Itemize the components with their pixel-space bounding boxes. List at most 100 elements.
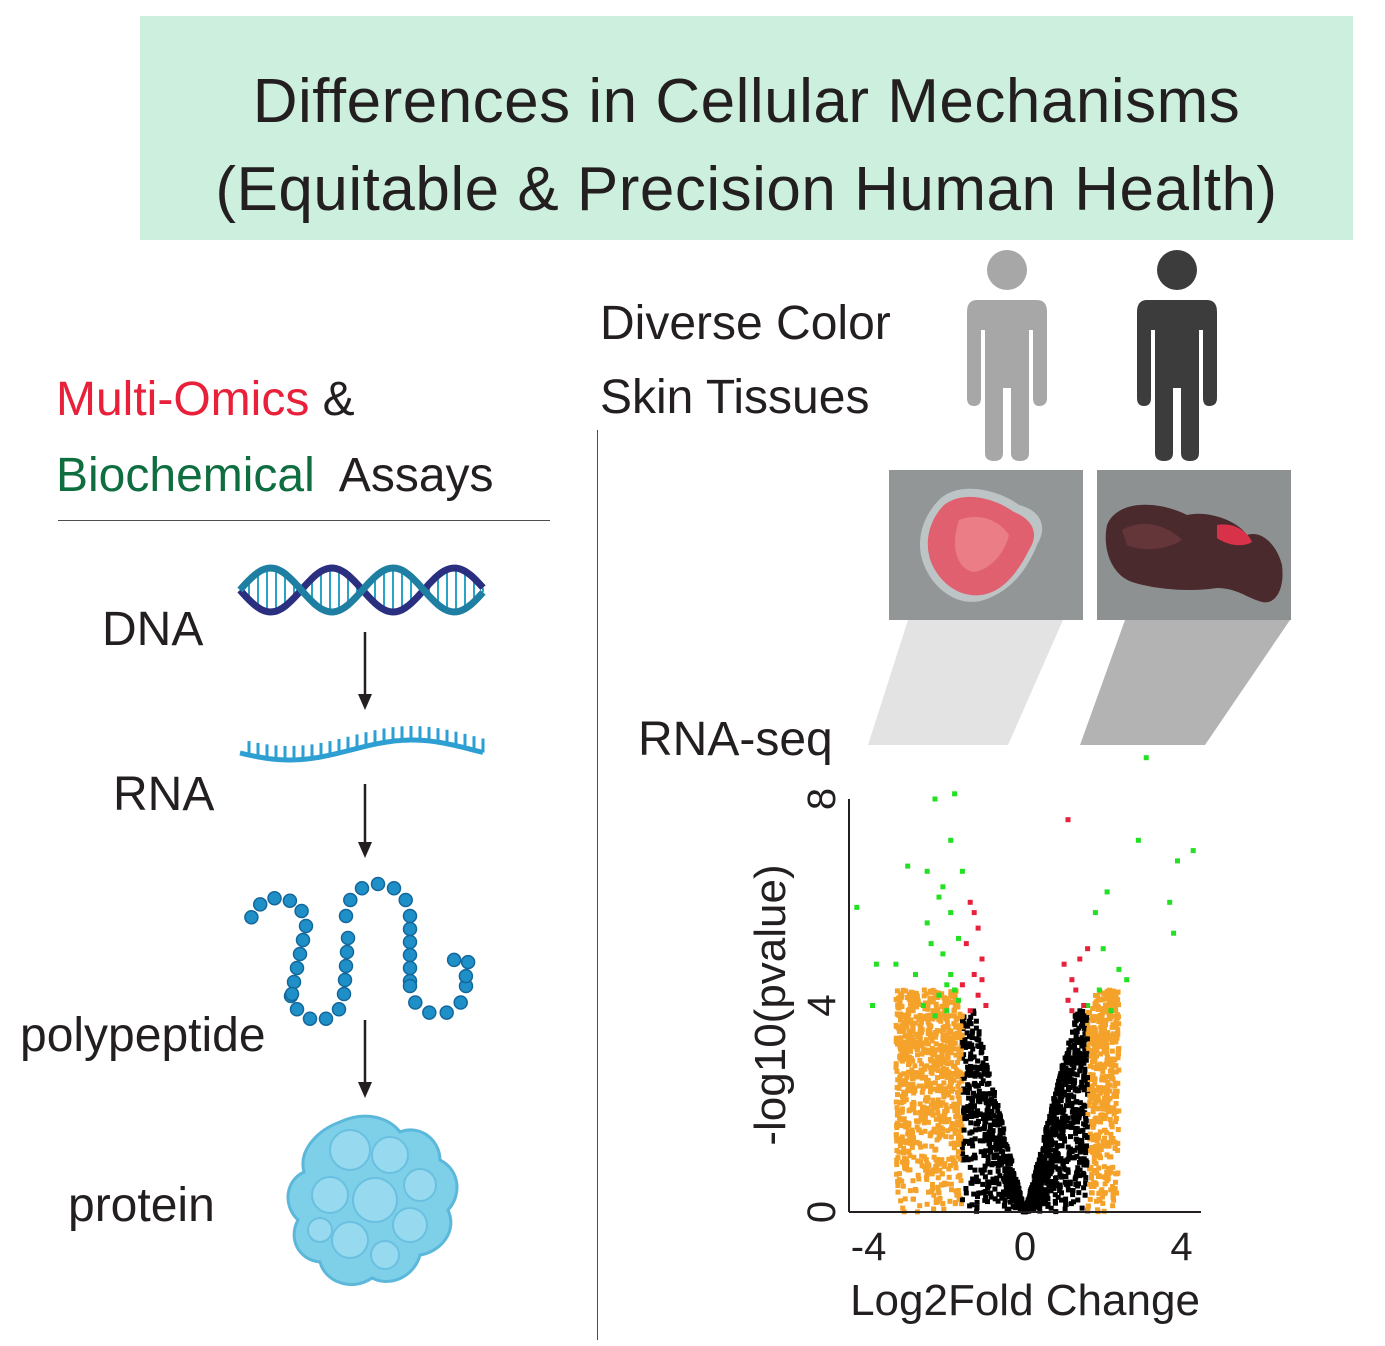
data-point — [986, 1098, 992, 1104]
data-point — [934, 1137, 940, 1143]
data-point — [1070, 1083, 1076, 1089]
data-point — [1069, 1103, 1075, 1109]
data-point — [1084, 1036, 1090, 1042]
data-point — [1078, 1064, 1084, 1070]
data-point — [930, 1112, 936, 1118]
data-point — [925, 1119, 931, 1125]
data-point — [1063, 1065, 1069, 1071]
data-point — [900, 1051, 906, 1057]
data-point — [1056, 1120, 1062, 1125]
data-point — [1088, 1190, 1094, 1196]
data-point — [1035, 1162, 1041, 1167]
data-point — [1094, 1147, 1100, 1153]
data-point — [939, 1056, 945, 1061]
data-point — [1104, 889, 1110, 895]
data-point — [1033, 1186, 1038, 1192]
data-point — [957, 1128, 963, 1134]
data-point — [1016, 1194, 1022, 1200]
data-point — [974, 1205, 980, 1210]
data-point — [1086, 1047, 1092, 1053]
data-point — [919, 1019, 924, 1025]
data-point — [894, 1068, 900, 1074]
data-point — [907, 1038, 913, 1044]
data-point — [918, 1113, 924, 1119]
data-point — [1101, 1164, 1107, 1170]
data-point — [903, 1097, 909, 1103]
data-point — [1058, 1126, 1064, 1132]
data-point — [1085, 946, 1091, 952]
data-point — [1051, 1096, 1057, 1102]
data-point — [1087, 1031, 1093, 1037]
data-point — [1055, 1194, 1061, 1200]
data-point — [1060, 1115, 1065, 1121]
data-point — [958, 1178, 964, 1184]
data-point — [991, 1118, 997, 1124]
data-point — [923, 1111, 928, 1116]
data-point — [1093, 992, 1098, 998]
data-point — [1080, 1109, 1086, 1115]
data-point — [930, 1048, 936, 1054]
data-point — [1003, 1186, 1009, 1192]
data-point — [926, 1189, 931, 1195]
data-point — [915, 1034, 921, 1040]
data-point — [1001, 1126, 1007, 1132]
data-point — [942, 1032, 948, 1038]
data-point — [893, 961, 899, 967]
data-point — [1044, 1125, 1050, 1131]
data-point — [1034, 1164, 1040, 1170]
data-point — [915, 1074, 921, 1080]
data-point — [973, 1025, 979, 1031]
data-point — [1059, 1082, 1065, 1088]
data-point — [972, 1167, 978, 1173]
data-point — [1073, 1033, 1079, 1039]
data-point — [1083, 1150, 1089, 1156]
data-point — [1008, 1171, 1014, 1177]
data-point — [1065, 1055, 1071, 1061]
data-point — [988, 1122, 994, 1128]
data-point — [1112, 1013, 1118, 1019]
data-point — [1105, 1172, 1110, 1178]
data-point — [923, 991, 929, 997]
data-point — [897, 1044, 903, 1050]
data-point — [916, 1176, 922, 1182]
data-point — [1081, 1057, 1087, 1063]
data-point — [1040, 1146, 1046, 1152]
data-point — [960, 1018, 965, 1024]
data-point — [1053, 1140, 1058, 1146]
data-point — [1083, 1181, 1089, 1187]
data-point — [1041, 1137, 1047, 1143]
data-point — [1190, 848, 1196, 854]
data-point — [976, 1029, 982, 1035]
data-point — [968, 1156, 974, 1162]
data-point — [1100, 1174, 1106, 1180]
data-point — [1074, 1139, 1080, 1145]
data-point — [1048, 1147, 1054, 1153]
data-point — [1090, 1095, 1096, 1101]
data-point — [911, 1140, 917, 1146]
data-point — [908, 1048, 914, 1054]
data-point — [1135, 837, 1141, 843]
data-point — [1109, 1071, 1115, 1077]
data-point — [942, 1161, 948, 1167]
data-point — [1076, 1012, 1082, 1018]
data-point — [1103, 1017, 1109, 1023]
data-point — [975, 1194, 980, 1199]
amino-acid-bead — [252, 897, 268, 912]
data-point — [1070, 1155, 1076, 1161]
data-point — [1067, 1181, 1073, 1187]
data-point — [1085, 1003, 1091, 1008]
data-point — [910, 1020, 916, 1026]
data-point — [1060, 1160, 1066, 1166]
data-point — [930, 1008, 936, 1014]
data-point — [1110, 1188, 1116, 1194]
data-point — [923, 1095, 929, 1101]
data-point — [1105, 996, 1111, 1002]
data-point — [927, 1023, 933, 1029]
data-point — [907, 1030, 913, 1036]
amino-acid-bead — [408, 995, 423, 1010]
data-point — [966, 1083, 972, 1089]
data-point — [979, 1081, 985, 1086]
data-point — [899, 1134, 905, 1140]
data-point — [1043, 1140, 1048, 1146]
data-point — [1076, 1016, 1082, 1022]
